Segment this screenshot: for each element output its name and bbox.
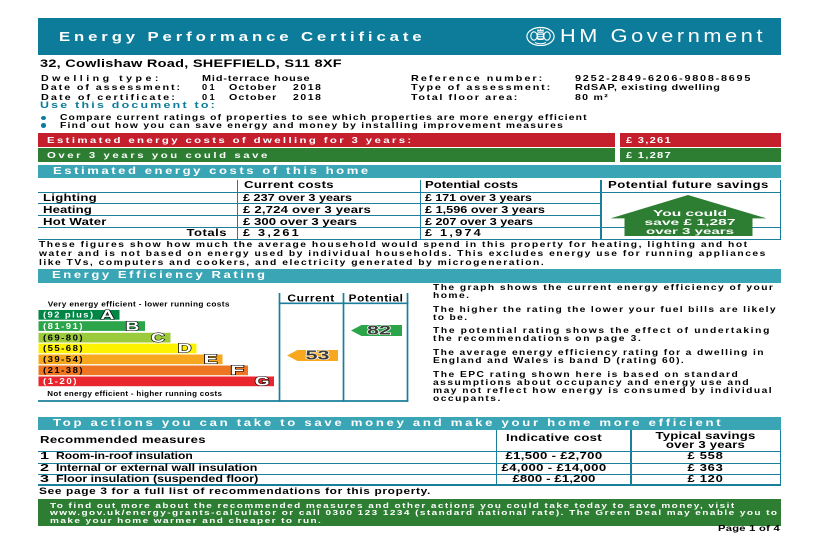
svg-text:82: 82 xyxy=(367,324,391,338)
svg-text:F: F xyxy=(230,364,245,378)
svg-text:D: D xyxy=(178,342,192,356)
svg-text:G: G xyxy=(255,375,270,389)
svg-text:over 3 years: over 3 years xyxy=(646,226,734,236)
svg-text:Not energy efficient - higher: Not energy efficient - higher running co… xyxy=(47,391,222,398)
svg-text:save £ 1,287: save £ 1,287 xyxy=(645,217,736,227)
svg-text:Very energy efficient - lower: Very energy efficient - lower running co… xyxy=(48,302,230,309)
svg-text:53: 53 xyxy=(306,349,330,363)
svg-text:(1-20): (1-20) xyxy=(43,377,78,386)
svg-text:(55-68): (55-68) xyxy=(43,344,84,353)
svg-text:Current: Current xyxy=(287,293,335,304)
svg-text:(81-91): (81-91) xyxy=(43,322,84,331)
svg-text:B: B xyxy=(125,319,139,333)
svg-text:(39-54): (39-54) xyxy=(43,355,84,364)
svg-text:Potential: Potential xyxy=(349,293,404,304)
svg-text:(69-80): (69-80) xyxy=(43,333,84,342)
svg-text:E: E xyxy=(204,353,218,367)
svg-text:(21-38): (21-38) xyxy=(43,366,84,375)
svg-text:(92 plus): (92 plus) xyxy=(43,311,95,320)
svg-text:C: C xyxy=(151,331,165,345)
svg-text:You could: You could xyxy=(653,208,727,218)
svg-text:A: A xyxy=(100,308,114,322)
